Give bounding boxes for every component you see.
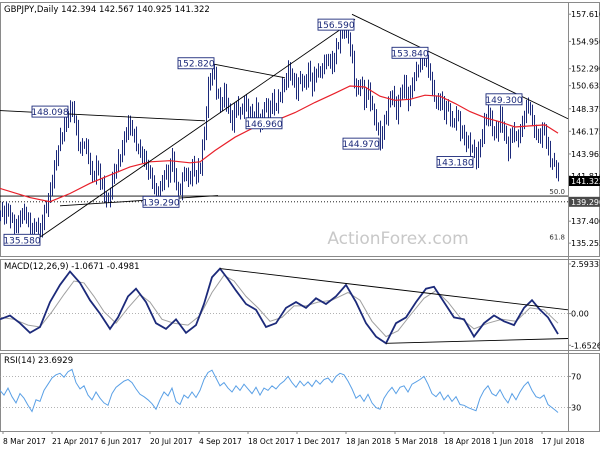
last-price-label: 141.322 [571, 177, 600, 186]
trendline [59, 195, 219, 207]
price-annotation: 139.290 [142, 195, 180, 208]
x-tick-label: 20 Jul 2017 [150, 437, 193, 446]
x-tick-label: 17 Jul 2018 [542, 437, 585, 446]
price-annotation: 143.180 [436, 156, 474, 168]
price-tick-label: 143.965 [571, 150, 600, 159]
price-tick-label: 146.175 [571, 127, 600, 136]
price-annotation: 148.098 [31, 105, 69, 118]
annotation-label: 144.970 [342, 140, 379, 150]
annotation-label: 152.820 [177, 60, 214, 70]
macd-tick-label: -1.6526 [571, 341, 600, 350]
price-annotation: 144.970 [342, 137, 380, 150]
watermark: ActionForex.com [327, 229, 468, 249]
fib-level-label: 61.8 [549, 234, 565, 242]
annotation-box [31, 105, 69, 118]
annotation-box [342, 137, 380, 150]
x-tick-label: 5 Mar 2018 [395, 437, 438, 446]
rsi-tick-label: 30 [571, 404, 581, 413]
x-tick-label: 1 Jun 2018 [493, 437, 534, 446]
price-annotation: 153.840 [391, 46, 429, 59]
fib-level-label: 50.0 [549, 188, 565, 196]
price-annotation: 135.580 [3, 233, 41, 246]
annotation-box [245, 117, 283, 130]
macd-tick-label: 0.00 [571, 310, 589, 319]
macd-title: MACD(12,26,9) -1.0671 -0.4981 [4, 262, 140, 272]
macd-signal-line [0, 274, 559, 338]
rsi-tick-label: 70 [571, 372, 581, 381]
x-tick-label: 4 Sep 2017 [199, 437, 242, 446]
annotation-box [3, 233, 41, 246]
annotation-label: 153.840 [391, 49, 428, 59]
x-tick-label: 18 Oct 2017 [248, 437, 295, 446]
annotation-box [391, 46, 429, 59]
last-price-box [569, 176, 600, 187]
macd-line [0, 267, 559, 345]
trendline [351, 13, 569, 120]
price-annotation: 149.300 [485, 93, 523, 106]
annotation-box [485, 93, 523, 106]
annotation-label: 135.580 [3, 236, 40, 246]
annotation-label: 156.590 [317, 21, 354, 31]
price-tick-label: 152.290 [571, 65, 600, 74]
macd-tick-label: 2.5933 [571, 260, 599, 269]
price-annotation: 152.820 [177, 57, 215, 70]
annotation-box [177, 57, 215, 70]
x-tick-label: 18 Jan 2018 [346, 437, 391, 446]
annotation-box [317, 18, 355, 31]
trendline [204, 61, 286, 79]
price-tick-label: 148.375 [571, 105, 600, 114]
price-annotation: 156.590 [317, 18, 355, 31]
annotation-box [142, 195, 180, 208]
price-title: GBPJPY,Daily 142.394 142.567 140.925 141… [4, 5, 210, 15]
rsi-title: RSI(14) 23.6929 [4, 356, 73, 366]
x-axis: 8 Mar 2017 21 Apr 2017 6 Jun 2017 20 Jul 20… [2, 431, 585, 446]
level-price-box [569, 196, 600, 207]
macd-trendline [219, 268, 569, 311]
price-panel: 157.610 154.950 152.290 150.635 148.375 146.1… [0, 5, 600, 248]
annotation-label: 148.098 [31, 108, 68, 118]
x-tick-label: 21 Apr 2017 [52, 437, 99, 446]
x-tick-label: 1 Dec 2017 [297, 437, 340, 446]
level-price-label: 139.290 [571, 198, 600, 207]
price-tick-label: 154.950 [571, 37, 600, 46]
x-tick-label: 6 Jun 2017 [101, 437, 142, 446]
annotation-label: 149.300 [485, 96, 522, 106]
price-tick-label: 157.610 [571, 10, 600, 19]
macd-trendline [385, 338, 569, 344]
annotation-label: 143.180 [436, 158, 473, 168]
x-tick-label: 18 Apr 2018 [444, 437, 491, 446]
annotation-box [436, 156, 474, 168]
rsi-line [0, 368, 559, 413]
price-tick-label: 137.400 [571, 217, 600, 226]
price-annotation: 146.960 [245, 117, 283, 130]
price-tick-label: 135.255 [571, 239, 600, 248]
annotation-label: 146.960 [245, 120, 282, 130]
rsi-panel: 70 30 RSI(14) 23.6929 [0, 356, 581, 413]
price-tick-label: 150.635 [571, 82, 600, 91]
moving-average-line [0, 85, 559, 203]
x-tick-label: 8 Mar 2017 [3, 437, 46, 446]
annotation-label: 139.290 [142, 198, 179, 208]
macd-panel: 2.5933 0.00 -1.6526 MACD(12,26,9) -1.0671 -… [0, 260, 600, 350]
